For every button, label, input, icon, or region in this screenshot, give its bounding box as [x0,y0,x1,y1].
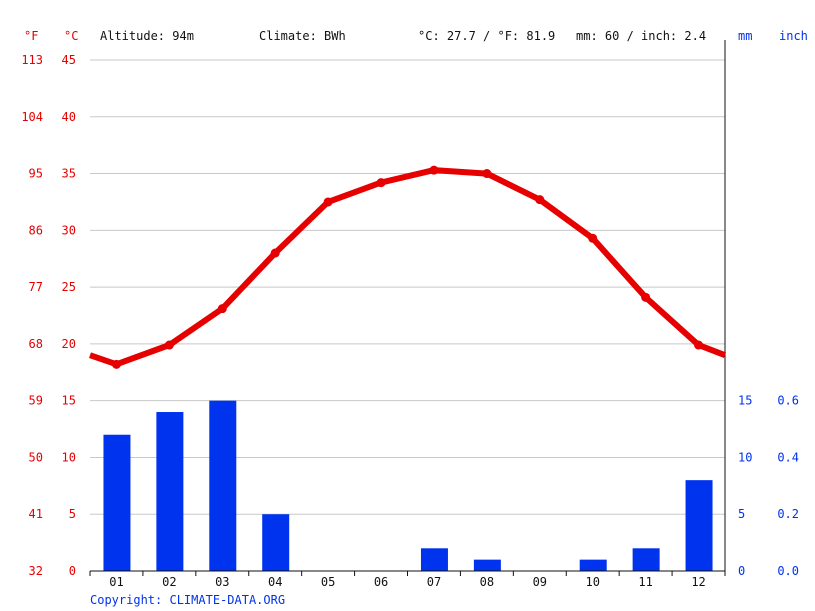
mm-tick-label: 0 [738,564,745,578]
temperature-point-03 [217,304,227,314]
fahrenheit-tick-label: 95 [29,167,43,181]
month-label: 03 [215,575,229,589]
precipitation-bar-04 [262,514,290,571]
fahrenheit-tick-label: 86 [29,223,43,237]
celsius-tick-label: 10 [62,450,76,464]
month-label: 06 [374,575,388,589]
fahrenheit-tick-label: 41 [29,507,43,521]
celsius-tick-label: 15 [62,394,76,408]
temperature-point-05 [323,197,333,207]
mm-tick-label: 5 [738,507,745,521]
fahrenheit-tick-label: 77 [29,280,43,294]
fahrenheit-tick-label: 68 [29,337,43,351]
average-temperature-label: °C: 27.7 / °F: 81.9 [418,29,555,43]
celsius-tick-label: 30 [62,223,76,237]
celsius-tick-label: 25 [62,280,76,294]
month-label: 08 [480,575,494,589]
month-label: 01 [109,575,123,589]
unit-celsius-label: °C [64,29,78,43]
mm-tick-label: 10 [738,450,752,464]
temperature-point-02 [164,340,174,350]
grid-lines [90,59,725,572]
temperature-point-08 [482,169,492,179]
month-label: 02 [162,575,176,589]
inch-tick-label: 0.0 [777,564,799,578]
precipitation-bar-11 [632,548,660,571]
temperature-point-07 [429,165,439,175]
precipitation-bar-07 [420,548,448,571]
precipitation-bar-08 [473,559,501,571]
precipitation-bar-02 [156,412,184,571]
inch-tick-label: 0.4 [777,450,799,464]
precipitation-bar-01 [103,434,131,571]
temperature-point-01 [111,359,121,369]
month-label: 11 [638,575,652,589]
celsius-tick-label: 5 [69,507,76,521]
copyright-link[interactable]: Copyright: CLIMATE-DATA.ORG [90,593,285,607]
temperature-point-11 [641,292,651,302]
inch-tick-label: 0.2 [777,507,799,521]
temperature-line [89,165,727,369]
total-precipitation-label: mm: 60 / inch: 2.4 [576,29,706,43]
precipitation-bar-03 [209,400,237,571]
inch-tick-label: 0.6 [777,394,799,408]
month-label: 09 [533,575,547,589]
temperature-point-12 [694,340,704,350]
celsius-tick-label: 45 [62,53,76,67]
month-label: 05 [321,575,335,589]
temperature-series-line [89,167,727,368]
fahrenheit-tick-label: 59 [29,394,43,408]
celsius-tick-label: 0 [69,564,76,578]
fahrenheit-tick-label: 104 [21,110,43,124]
precipitation-bars [103,400,713,571]
temperature-point-04 [270,248,280,258]
temperature-point-09 [535,195,545,205]
month-label: 10 [585,575,599,589]
unit-fahrenheit-label: °F [24,29,38,43]
temperature-point-10 [588,233,598,243]
month-label: 04 [268,575,282,589]
fahrenheit-tick-label: 113 [21,53,43,67]
fahrenheit-tick-label: 32 [29,564,43,578]
month-label: 07 [427,575,441,589]
celsius-tick-label: 40 [62,110,76,124]
precipitation-bar-12 [685,480,713,571]
mm-tick-label: 15 [738,394,752,408]
month-label: 12 [691,575,705,589]
climate-label: Climate: BWh [259,29,346,43]
precipitation-bar-10 [579,559,607,571]
celsius-tick-label: 35 [62,167,76,181]
altitude-label: Altitude: 94m [100,29,194,43]
x-axis-ticks: 01 02 03 04 05 06 07 08 09 10 11 12 [89,571,726,589]
celsius-tick-label: 20 [62,337,76,351]
unit-mm-label: mm [738,29,752,43]
axis-tick-labels: 4511340104359530862577206815591050541032… [21,53,799,578]
fahrenheit-tick-label: 50 [29,450,43,464]
temperature-point-06 [376,178,386,188]
axes [90,40,726,572]
unit-inch-label: inch [779,29,808,43]
